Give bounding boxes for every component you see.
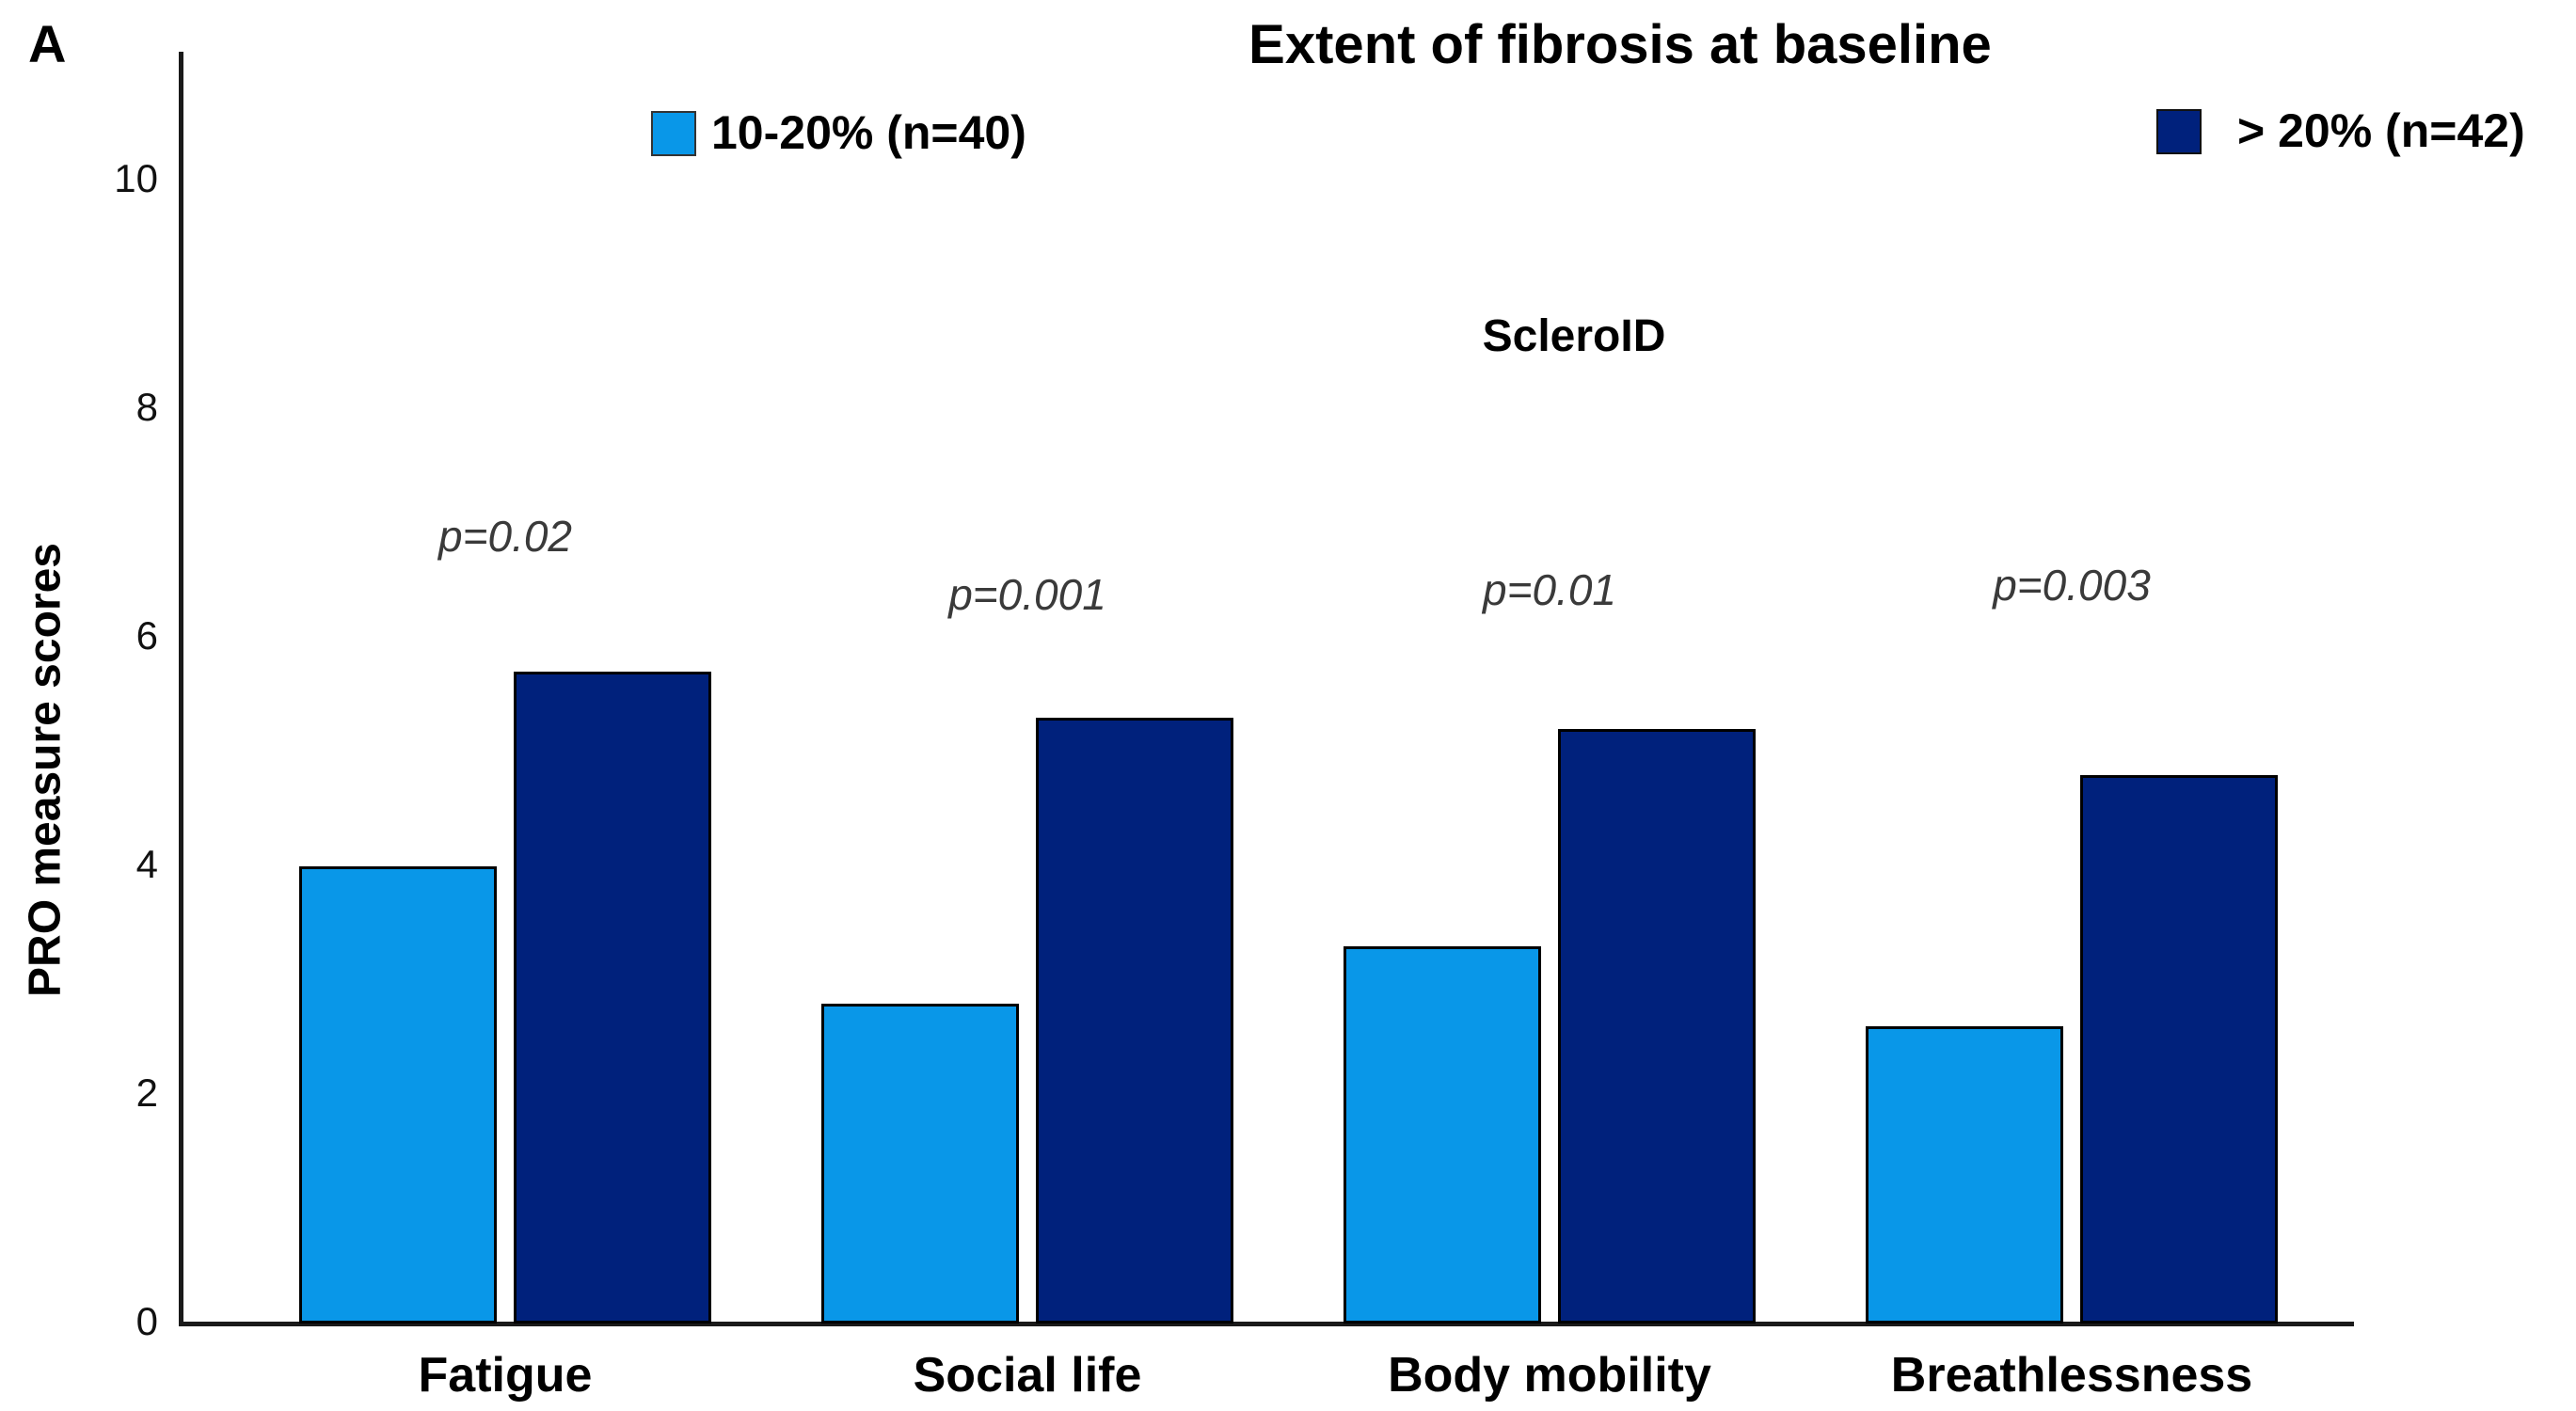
bar-breathlessness-gt20pct (2080, 775, 2278, 1324)
x-category-label-fatigue: Fatigue (418, 1348, 593, 1403)
panel-label: A (28, 14, 68, 73)
legend-swatch-navy (2156, 109, 2202, 154)
x-category-label-social-life: Social life (913, 1348, 1142, 1403)
y-tick-label-4: 4 (135, 842, 158, 886)
y-tick-label-10: 10 (114, 156, 158, 200)
legend-label-10-20: 10-20% (n=40) (711, 106, 1026, 159)
bar-fatigue-gt20pct (514, 672, 711, 1324)
bar-breathlessness-10-20pct (1866, 1026, 2063, 1324)
y-axis-line (179, 52, 183, 1326)
y-tick-label-2: 2 (135, 1070, 158, 1115)
y-tick-label-0: 0 (135, 1299, 158, 1343)
bar-fatigue-10-20pct (299, 866, 497, 1324)
bar-social-life-10-20pct (821, 1004, 1019, 1324)
x-category-label-body-mobility: Body mobility (1388, 1348, 1711, 1403)
bar-social-life-gt20pct (1036, 718, 1233, 1324)
x-category-label-breathlessness: Breathlessness (1890, 1348, 2253, 1403)
p-value-label-body-mobility: p=0.01 (1483, 565, 1616, 614)
scleroid-annotation: ScleroID (1482, 311, 1666, 361)
x-axis-line (179, 1322, 2354, 1326)
bar-body-mobility-10-20pct (1344, 946, 1541, 1324)
p-value-label-social-life: p=0.001 (948, 570, 1106, 619)
y-tick-label-6: 6 (135, 613, 158, 658)
chart-title: Extent of fibrosis at baseline (1248, 14, 1992, 75)
p-value-label-fatigue: p=0.02 (438, 512, 572, 561)
y-tick-label-8: 8 (135, 385, 158, 429)
legend-swatch-light-blue (651, 111, 696, 156)
p-value-label-breathlessness: p=0.003 (1993, 561, 2151, 610)
bar-body-mobility-gt20pct (1558, 729, 1756, 1324)
legend-label-gt-20: > 20% (n=42) (2237, 104, 2525, 157)
